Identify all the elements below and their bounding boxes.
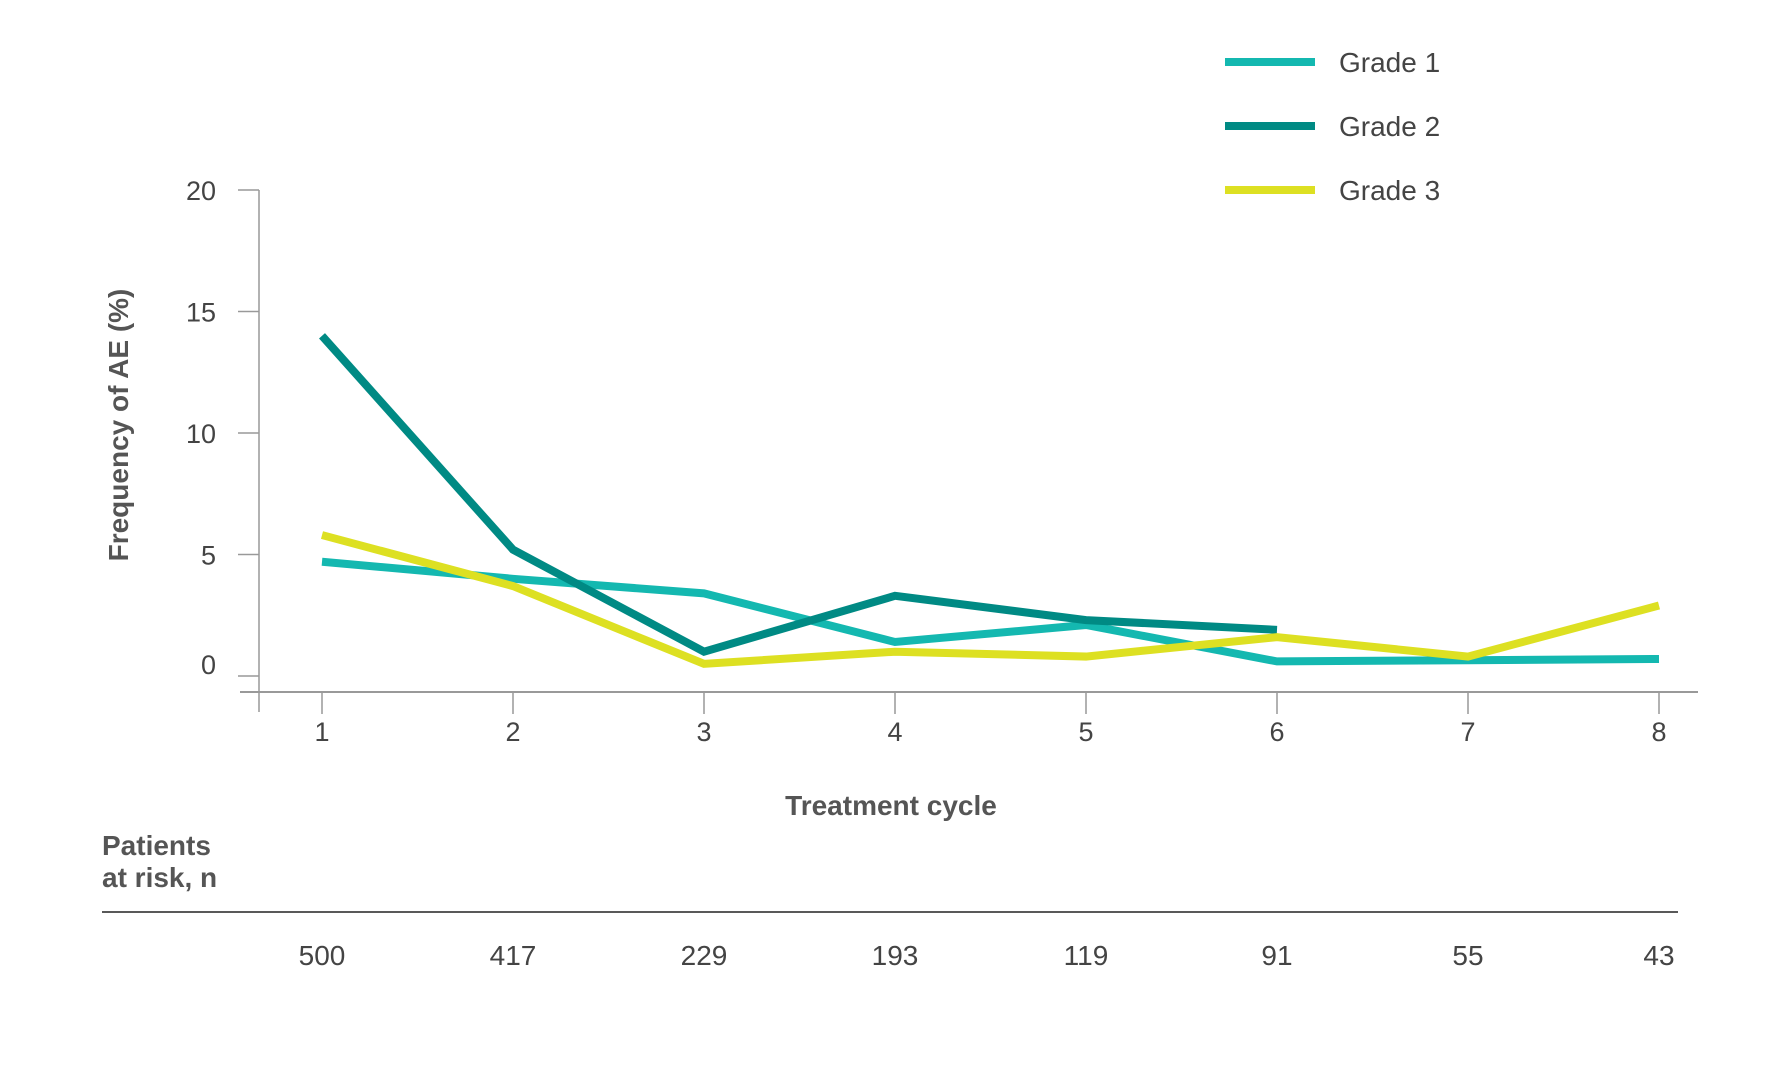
legend-label: Grade 1 [1339, 47, 1440, 78]
series-line-grade-3 [320, 531, 1661, 668]
risk-table-value: 417 [490, 940, 537, 971]
risk-table-value: 229 [681, 940, 728, 971]
risk-table-value: 55 [1452, 940, 1483, 971]
y-tick-label: 15 [186, 298, 216, 328]
x-tick-label: 1 [314, 717, 329, 747]
y-tick-label: 20 [186, 176, 216, 206]
y-tick-label: 10 [186, 419, 216, 449]
series-line-grade-1 [321, 557, 1660, 666]
x-tick-label: 2 [505, 717, 520, 747]
x-tick-label: 4 [887, 717, 902, 747]
legend-label: Grade 3 [1339, 175, 1440, 206]
y-tick-label: 0 [201, 650, 216, 680]
risk-table-label-line1: Patients [102, 830, 211, 861]
legend-label: Grade 2 [1339, 111, 1440, 142]
y-tick-label: 5 [201, 541, 216, 571]
x-tick-label: 8 [1651, 717, 1666, 747]
risk-table-label-line2: at risk, n [102, 862, 217, 893]
risk-table-value: 119 [1064, 940, 1109, 971]
x-tick-label: 5 [1078, 717, 1093, 747]
x-tick-label: 6 [1269, 717, 1284, 747]
y-axis-label: Frequency of AE (%) [103, 289, 134, 562]
x-tick-label: 7 [1460, 717, 1475, 747]
x-axis-label: Treatment cycle [785, 790, 997, 821]
risk-table-value: 91 [1261, 940, 1292, 971]
x-tick-label: 3 [696, 717, 711, 747]
series-line-grade-2 [319, 333, 1278, 656]
risk-table-value: 43 [1643, 940, 1674, 971]
risk-table-value: 193 [872, 940, 919, 971]
risk-table-value: 500 [299, 940, 346, 971]
